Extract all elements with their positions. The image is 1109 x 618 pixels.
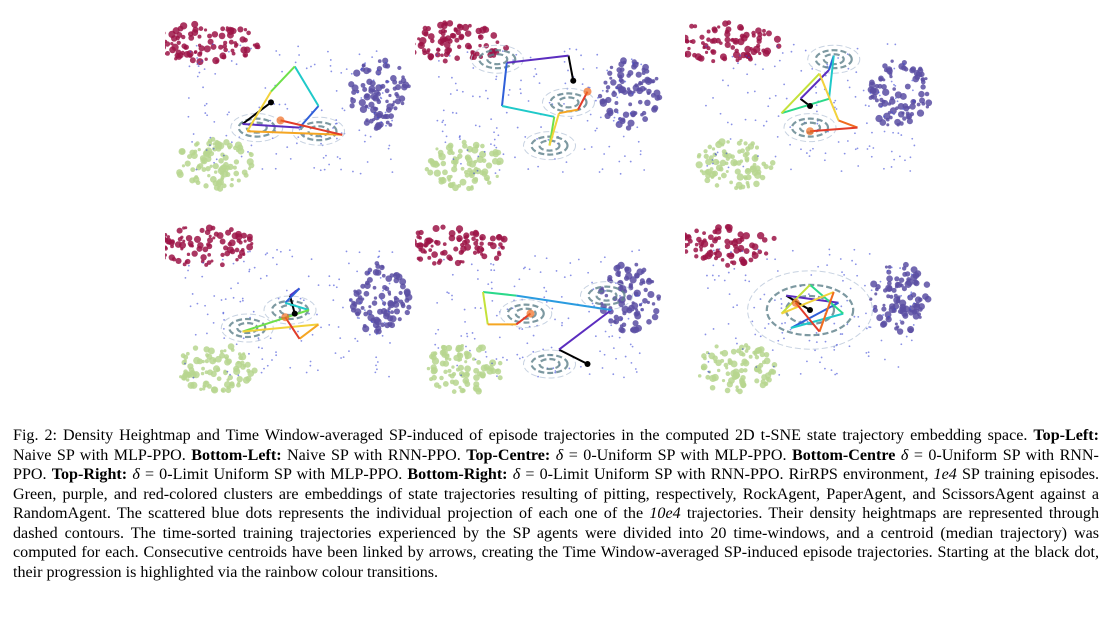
centroid-trajectory — [780, 284, 844, 333]
centroid-trajectory — [241, 65, 343, 136]
label-bottom-left: Bottom-Left: — [191, 446, 282, 464]
panel-top-left — [165, 20, 411, 192]
cluster-scissors — [415, 20, 510, 64]
density-contours — [230, 113, 345, 146]
panel-bottom-left — [165, 224, 413, 394]
cluster-paper — [867, 59, 933, 127]
delta-symbol: δ — [512, 466, 521, 483]
cluster-scissors — [415, 224, 508, 267]
start-dot — [291, 310, 298, 317]
cluster-scissors — [685, 20, 782, 64]
caption-clusters: SP training episodes. Green, purple, and… — [13, 466, 1100, 522]
density-contours — [499, 281, 633, 379]
cluster-rock — [424, 139, 504, 192]
desc-bottom-left: Naive SP with RNN-PPO. — [287, 446, 461, 464]
desc-bottom-centre: = 0-Uniform SP with RNN-PPO. — [13, 446, 1099, 484]
centroid-trajectory — [242, 287, 320, 340]
label-top-right: Top-Right: — [51, 466, 128, 483]
centroid-trajectory — [780, 55, 858, 136]
panel-top-centre — [415, 20, 663, 192]
delta-symbol: δ — [555, 446, 564, 464]
cluster-rock — [176, 136, 255, 192]
cluster-scissors — [165, 224, 254, 268]
start-dot — [807, 307, 813, 313]
delta-symbol: δ — [132, 466, 140, 483]
desc-top-left: Naive SP with MLP-PPO. — [13, 446, 186, 464]
delta-symbol: δ — [900, 446, 909, 464]
density-contours — [470, 44, 595, 161]
figure-caption: Fig. 2: Density Heightmap and Time Windo… — [13, 426, 1099, 582]
cluster-paper — [597, 57, 663, 131]
density-contours — [783, 44, 861, 143]
trajectory-dots — [184, 248, 394, 379]
label-bottom-right: Bottom-Right: — [407, 466, 508, 483]
density-contours — [220, 295, 317, 343]
math-10e4: 10e4 — [649, 505, 681, 522]
figure-label: Fig. 2: — [13, 427, 58, 444]
figure — [165, 20, 933, 395]
label-top-centre: Top-Centre: — [466, 446, 551, 464]
math-1e4: 1e4 — [933, 466, 957, 483]
label-bottom-centre: Bottom-Centre — [791, 446, 896, 464]
cluster-paper — [348, 261, 413, 335]
desc-top-right: = 0-Limit Uniform SP with MLP-PPO. — [144, 466, 403, 483]
start-dot — [570, 77, 577, 84]
caption-method: trajectories. Their density heightmaps a… — [13, 505, 1099, 581]
panel-bottom-right — [685, 224, 932, 395]
trajectory-dots — [705, 43, 916, 173]
start-dot — [807, 103, 813, 109]
start-dot — [268, 99, 274, 106]
trajectory-dots — [435, 47, 646, 175]
density-contours — [747, 270, 873, 350]
panel-bottom-centre — [415, 224, 662, 395]
cluster-paper — [348, 57, 411, 131]
cluster-scissors — [165, 20, 261, 66]
caption-summary: Density Heightmap and Time Window-averag… — [63, 427, 1028, 444]
cluster-rock — [697, 343, 778, 395]
centroid-trajectory — [482, 291, 612, 367]
cluster-rock — [426, 344, 503, 395]
desc-top-centre: = 0-Uniform SP with MLP-PPO. — [568, 446, 787, 464]
cluster-rock — [695, 138, 776, 191]
desc-bottom-right: = 0-Limit Uniform SP with RNN-PPO. RirRP… — [525, 466, 929, 483]
cluster-scissors — [685, 224, 777, 268]
cluster-paper — [598, 261, 662, 334]
cluster-paper — [868, 261, 932, 335]
panel-top-right — [685, 20, 933, 191]
cluster-rock — [179, 343, 258, 394]
start-dot — [584, 361, 591, 367]
centroid-trajectory — [501, 54, 592, 146]
label-top-left: Top-Left: — [1033, 427, 1099, 444]
